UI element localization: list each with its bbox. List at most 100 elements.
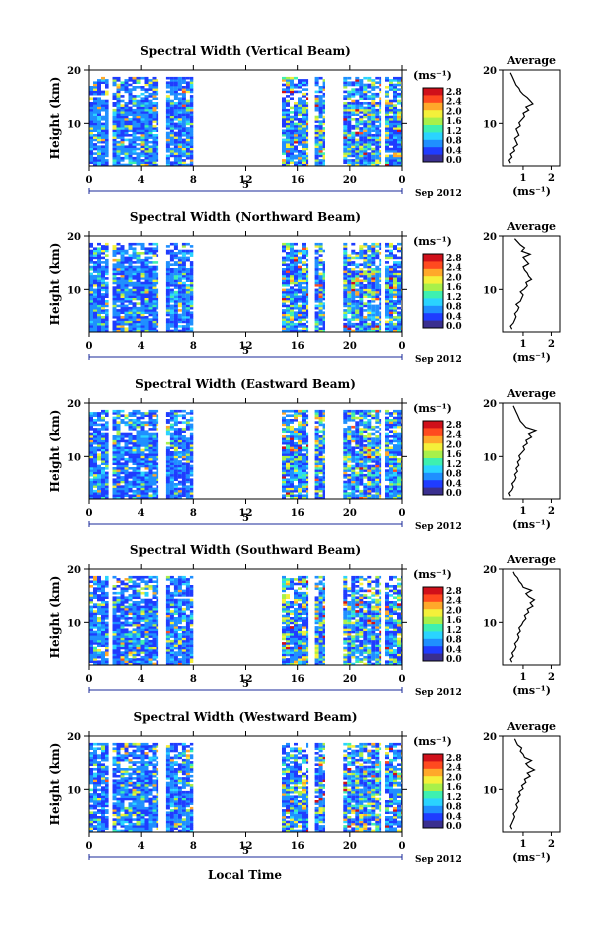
heatmap-cell xyxy=(343,464,348,468)
heatmap-cell xyxy=(105,102,109,105)
heatmap-cell xyxy=(302,428,306,431)
heatmap-cell xyxy=(375,414,380,417)
heatmap-cell xyxy=(189,496,194,500)
heatmap-cell xyxy=(116,122,121,126)
heatmap-cell xyxy=(375,496,380,500)
heatmap-cell xyxy=(136,309,141,312)
heatmap-cell xyxy=(389,471,393,475)
heatmap-cell xyxy=(359,270,364,273)
heatmap-cell xyxy=(306,120,309,123)
heatmap-cell xyxy=(140,290,145,294)
heatmap-cell xyxy=(101,90,105,94)
heatmap-cell xyxy=(101,476,105,479)
heatmap-cell xyxy=(120,480,125,484)
heatmap-cell xyxy=(101,300,105,303)
heatmap-cell xyxy=(128,302,133,305)
heatmap-cell xyxy=(314,306,319,310)
heatmap-cell xyxy=(343,147,348,151)
heatmap-cell xyxy=(397,329,401,333)
heatmap-cell xyxy=(177,274,182,278)
heatmap-cell xyxy=(120,300,125,303)
heatmap-cell xyxy=(93,329,97,333)
heatmap-cell xyxy=(165,313,170,317)
heatmap-cell xyxy=(318,140,323,144)
heatmap-cell xyxy=(282,430,286,433)
heatmap-cell xyxy=(298,97,302,100)
heatmap-cell xyxy=(385,268,389,271)
heatmap-cell xyxy=(112,274,117,278)
heatmap-cell xyxy=(367,311,372,314)
heatmap-cell xyxy=(181,409,186,413)
colorbar-tick-label: 1.2 xyxy=(446,293,462,303)
heatmap-cell xyxy=(89,309,93,312)
heatmap-cell xyxy=(112,469,117,472)
heatmap-cell xyxy=(375,483,380,486)
heatmap-cell xyxy=(189,106,194,110)
heatmap-cell xyxy=(89,300,93,303)
heatmap-cell xyxy=(152,113,157,116)
heatmap-cell xyxy=(128,473,133,477)
heatmap-cell xyxy=(298,295,302,298)
heatmap-cell xyxy=(371,161,376,164)
heatmap-cell xyxy=(393,300,397,303)
heatmap-cell xyxy=(124,327,129,330)
heatmap-cell xyxy=(124,154,129,158)
heatmap-cell xyxy=(359,134,364,137)
heatmap-cell xyxy=(185,313,190,317)
heatmap-cell xyxy=(318,412,323,415)
heatmap-cell xyxy=(169,439,174,443)
heatmap-cell xyxy=(355,159,360,162)
heatmap-cell xyxy=(286,102,290,105)
heatmap-cell xyxy=(152,270,157,273)
heatmap-cell xyxy=(371,268,376,271)
heatmap-cell xyxy=(89,254,93,257)
heatmap-cell xyxy=(359,159,364,162)
heatmap-cell xyxy=(169,473,174,477)
heatmap-cell xyxy=(105,471,109,475)
heatmap-cell xyxy=(322,268,325,271)
heatmap-cell xyxy=(371,113,376,116)
heatmap-cell xyxy=(140,258,145,262)
heatmap-cell xyxy=(140,104,145,107)
heatmap-cell xyxy=(128,245,133,248)
heatmap-cell xyxy=(379,496,382,500)
heatmap-cell xyxy=(314,258,319,262)
heatmap-cell xyxy=(116,286,121,289)
heatmap-cell xyxy=(132,311,137,314)
heatmap-cell xyxy=(286,136,290,139)
heatmap-cell xyxy=(97,270,101,273)
heatmap-cell xyxy=(385,270,389,273)
heatmap-cell xyxy=(181,249,186,253)
heatmap-cell xyxy=(343,302,348,305)
heatmap-cell xyxy=(152,154,157,158)
heatmap-cell xyxy=(148,124,153,128)
heatmap-cell xyxy=(347,446,352,449)
heatmap-cell xyxy=(359,122,364,126)
heatmap-cell xyxy=(343,485,348,488)
heatmap-cell xyxy=(363,464,368,468)
heatmap-cell xyxy=(343,409,348,413)
heatmap-cell xyxy=(152,492,157,495)
heatmap-cell xyxy=(314,322,319,326)
heatmap-cell xyxy=(105,460,109,463)
heatmap-cell xyxy=(286,256,290,260)
heatmap-cell xyxy=(290,272,294,276)
heatmap-cell xyxy=(189,471,194,475)
heatmap-cell xyxy=(385,293,389,296)
heatmap-cell xyxy=(314,274,319,278)
x-tick-label: 8 xyxy=(190,175,197,186)
heatmap-cell xyxy=(120,118,125,121)
heatmap-cell xyxy=(355,311,360,314)
heatmap-cell xyxy=(101,416,105,420)
heatmap-cell xyxy=(173,441,178,445)
heatmap-cell xyxy=(173,437,178,440)
heatmap-cell xyxy=(132,138,137,142)
heatmap-cell xyxy=(189,272,194,276)
heatmap-cell xyxy=(89,156,93,160)
heatmap-cell xyxy=(290,457,294,461)
heatmap-cell xyxy=(120,485,125,488)
heatmap-cell xyxy=(290,494,294,497)
heatmap-cell xyxy=(136,469,141,472)
heatmap-cell xyxy=(177,277,182,280)
heatmap-cell xyxy=(371,489,376,493)
